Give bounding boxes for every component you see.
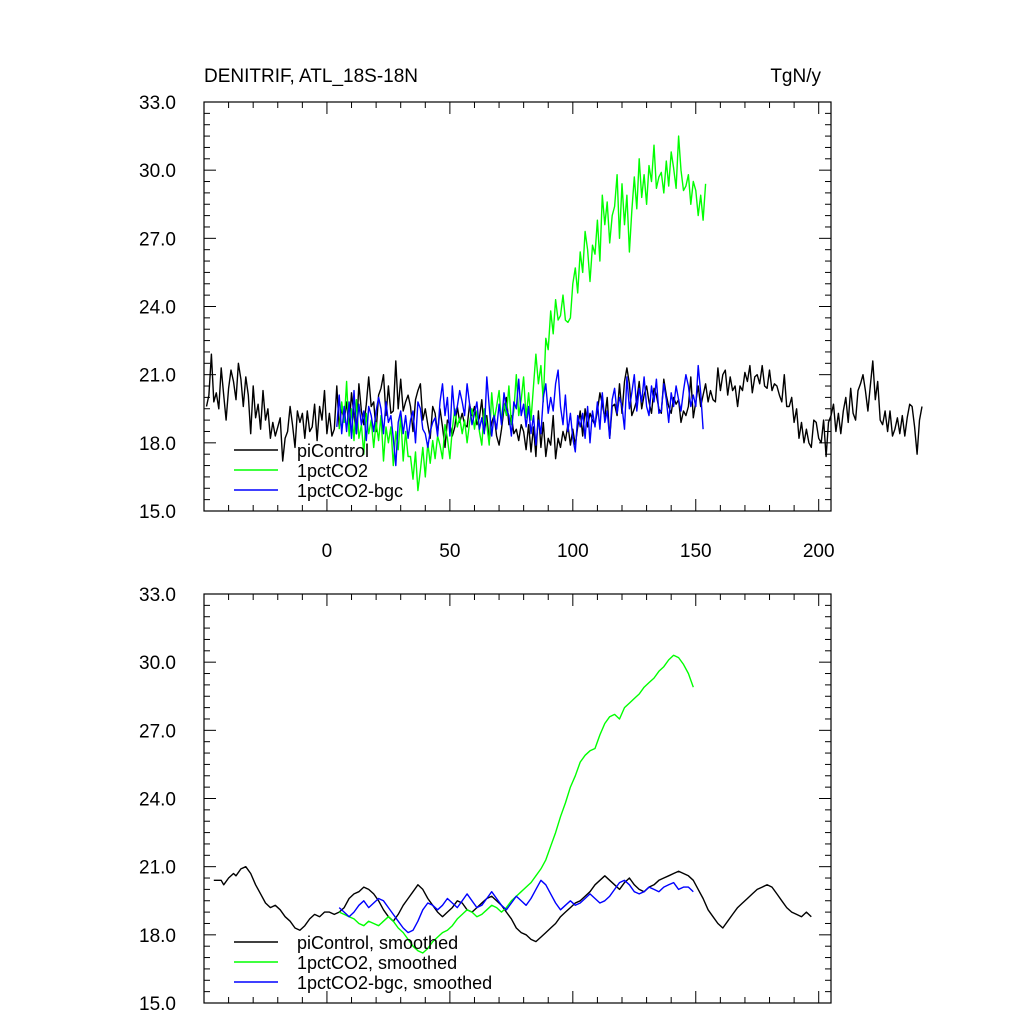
top-panel-frame [203, 101, 832, 512]
y-tick-label: 18.0 [139, 434, 176, 455]
top-panel-ticks: 0 50 100 150 200 15.0 18.0 21.0 24.0 27.0 30.0 33.0 [139, 93, 835, 562]
x-tick-label: 0 [322, 541, 333, 562]
y-tick-label: 27.0 [139, 229, 176, 250]
x-tick-label: 150 [680, 541, 712, 562]
series-line-1 [338, 654, 694, 954]
y-tick-label: 33.0 [139, 93, 176, 114]
legend-label: piControl, smoothed [297, 933, 458, 953]
y-tick-label: 18.0 [139, 926, 176, 947]
y-tick-label: 15.0 [139, 502, 176, 523]
y-tick-label: 24.0 [139, 298, 176, 319]
bottom-panel-lines [213, 654, 812, 954]
y-tick-label: 30.0 [139, 161, 176, 182]
x-tick-label: 50 [439, 541, 460, 562]
bottom-panel-ticks: 15.0 18.0 21.0 24.0 27.0 30.0 33.0 [139, 585, 831, 1015]
legend-label: 1pctCO2-bgc [297, 481, 403, 501]
y-tick-label: 30.0 [139, 653, 176, 674]
series-line-0 [213, 866, 812, 943]
y-tick-label: 33.0 [139, 585, 176, 606]
y-tick-label: 24.0 [139, 790, 176, 811]
y-tick-label: 15.0 [139, 994, 176, 1015]
top-panel: 0 50 100 150 200 15.0 18.0 21.0 24.0 27.0 30.0 33.0… [139, 93, 923, 562]
series-line-1 [338, 135, 707, 492]
y-tick-label: 27.0 [139, 721, 176, 742]
y-tick-label: 21.0 [139, 858, 176, 879]
legend-label: piControl [297, 441, 369, 461]
x-tick-label: 100 [557, 541, 589, 562]
chart-title: DENITRIF, ATL_18S-18N [204, 66, 418, 87]
series-line-0 [205, 353, 923, 462]
legend-label: 1pctCO2 [297, 461, 368, 481]
legend-label: 1pctCO2, smoothed [297, 953, 457, 973]
series-line-2 [338, 879, 694, 934]
y-tick-label: 21.0 [139, 366, 176, 387]
top-panel-lines [205, 135, 923, 492]
x-tick-label: 200 [803, 541, 835, 562]
legend-label: 1pctCO2-bgc, smoothed [297, 973, 492, 993]
series-line-2 [336, 364, 704, 467]
bottom-panel: 15.0 18.0 21.0 24.0 27.0 30.0 33.0 piControl, … [139, 585, 832, 1015]
bottom-panel-frame [203, 593, 832, 1004]
chart-units: TgN/y [770, 66, 821, 87]
